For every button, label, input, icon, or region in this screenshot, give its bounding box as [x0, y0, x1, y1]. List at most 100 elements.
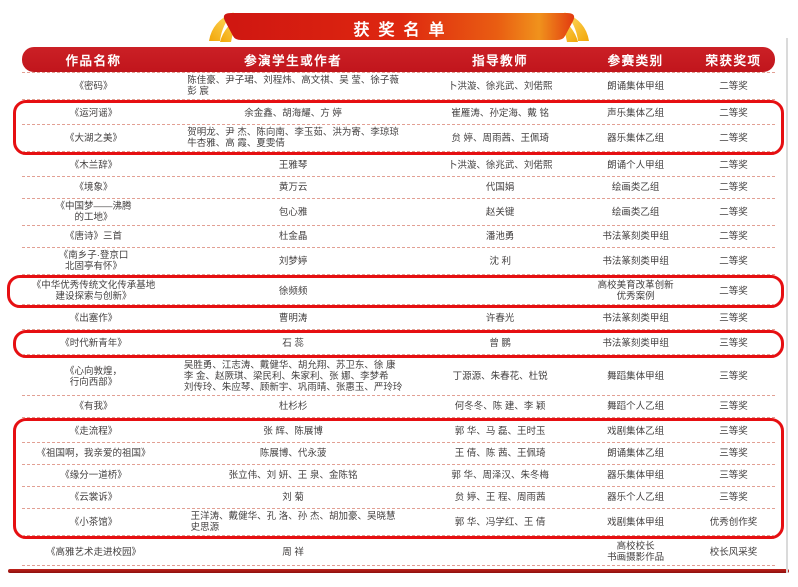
cell-students: 陈佳豪、尹子珺、刘程炜、高文祺、吴 莹、徐子薇彭 宸	[187, 75, 399, 97]
cell-teachers: 丁源源、朱春花、杜锐	[452, 371, 548, 382]
cell-title: 《云裳诉》	[69, 492, 118, 503]
cell-title: 《走流程》	[69, 426, 118, 437]
cell-teachers: 贠 婷、王 程、周雨茜	[454, 492, 546, 503]
page-right-edge	[786, 38, 788, 573]
cell-category: 书法篆刻类甲组	[602, 313, 669, 324]
cell-award: 二等奖	[719, 80, 748, 92]
cell-students: 包心雅	[278, 206, 308, 218]
table-row: 《唐诗》三首 杜金晶 潘池勇 书法篆刻类甲组 二等奖	[22, 226, 775, 248]
cell-award: 二等奖	[719, 231, 748, 242]
cell-students: 陈展博、代永菠	[259, 448, 327, 459]
table-row: 《高雅艺术走进校园》 周 祥 高校校长 书画摄影作品 校长风采奖	[22, 539, 775, 566]
cell-award: 二等奖	[719, 255, 748, 267]
cell-award: 二等奖	[719, 132, 748, 144]
cell-title: 《境象》	[74, 182, 113, 193]
cell-title: 《缘分一道桥》	[60, 470, 127, 481]
cell-award: 优秀创作奖	[709, 516, 758, 528]
table-row: 《缘分一道桥》 张立伟、刘 妍、王 泉、金陈铭 郭 华、周泽汉、朱冬梅 器乐集体甲组 三…	[22, 465, 775, 487]
cell-category: 器乐集体乙组	[607, 132, 665, 144]
cell-students: 徐频频	[278, 285, 308, 297]
bottom-rule	[8, 569, 789, 573]
cell-title: 《有我》	[74, 401, 113, 412]
cell-students: 张 辉、陈展博	[263, 426, 323, 437]
cell-award: 校长风采奖	[709, 546, 758, 558]
cell-title: 《中华优秀传统文化传承基地 建设探索与创新》	[31, 280, 156, 302]
cell-students: 杜金晶	[278, 231, 308, 242]
col-header-teachers: 指导教师	[472, 54, 529, 68]
col-header-work-title: 作品名称	[65, 54, 122, 68]
table-row: 《走流程》 张 辉、陈展博 郭 华、马 磊、王时玉 戏剧集体乙组 三等奖	[22, 421, 775, 443]
cell-students: 石 蕊	[282, 338, 304, 349]
table-row: 《密码》 陈佳豪、尹子珺、刘程炜、高文祺、吴 莹、徐子薇彭 宸 卜洪漩、徐兆武、刘偌…	[22, 73, 775, 100]
cell-award: 二等奖	[719, 182, 748, 193]
cell-title: 《中国梦——沸腾 的工地》	[55, 201, 132, 223]
cell-award: 二等奖	[719, 108, 748, 119]
ribbon-banner: 获奖名单	[207, 9, 591, 43]
highlight-box: 《中华优秀传统文化传承基地 建设探索与创新》 徐频频 高校美育改革创新 优秀案例 二等奖	[7, 275, 784, 308]
cell-award: 三等奖	[719, 401, 748, 412]
table-row: 《时代新青年》 石 蕊 曾 鹏 书法篆刻类甲组 三等奖	[22, 333, 775, 355]
cell-category: 器乐个人乙组	[607, 492, 665, 503]
cell-title: 《出塞作》	[69, 313, 118, 324]
table-row: 《境象》 黄万云 代国娟 绘画类乙组 二等奖	[22, 177, 775, 199]
cell-teachers: 沈 利	[489, 255, 511, 267]
cell-title: 《时代新青年》	[60, 338, 127, 349]
cell-category: 书法篆刻类甲组	[602, 338, 669, 349]
table-row: 《南乡子·登京口 北固亭有怀》 刘梦婷 沈 利 书法篆刻类甲组 二等奖	[22, 248, 775, 275]
cell-students: 余金鑫、胡海耀、方 婷	[244, 108, 342, 119]
cell-students: 刘梦婷	[278, 255, 308, 267]
cell-teachers: 何冬冬、陈 建、李 颖	[454, 401, 546, 412]
cell-teachers: 卜洪漩、徐兆武、刘偌熙	[447, 160, 553, 171]
cell-students: 王雅琴	[278, 160, 308, 171]
cell-category: 书法篆刻类甲组	[602, 255, 669, 267]
ribbon-banner-icon	[209, 12, 589, 42]
page-title: 获奖名单	[353, 22, 454, 39]
cell-award: 三等奖	[719, 492, 748, 503]
cell-award: 三等奖	[719, 371, 748, 382]
cell-category: 朗诵个人甲组	[607, 160, 665, 171]
cell-title: 《大湖之美》	[65, 132, 123, 144]
cell-title: 《唐诗》三首	[65, 231, 123, 242]
cell-students: 周 祥	[282, 546, 304, 558]
cell-title: 《小茶馆》	[69, 516, 118, 528]
cell-category: 朗诵集体乙组	[607, 448, 665, 459]
table-row: 《中华优秀传统文化传承基地 建设探索与创新》 徐频频 高校美育改革创新 优秀案例 二等奖	[22, 278, 775, 305]
cell-award: 三等奖	[719, 338, 748, 349]
cell-students: 曹明涛	[278, 313, 308, 324]
cell-title: 《祖国啊，我亲爱的祖国》	[36, 448, 151, 459]
col-header-award: 荣获奖项	[705, 54, 762, 68]
cell-category: 戏剧集体甲组	[607, 516, 665, 528]
cell-teachers: 贠 婷、周雨茜、王佩琦	[451, 132, 549, 144]
cell-award: 二等奖	[719, 285, 748, 297]
cell-award: 二等奖	[719, 206, 748, 218]
cell-award: 三等奖	[719, 426, 748, 437]
cell-award: 三等奖	[719, 313, 748, 324]
cell-title: 《木兰辞》	[69, 160, 118, 171]
cell-students: 吴胜勇、江志涛、戴健华、胡允翔、苏卫东、徐 康李 金、赵厥琪、梁民利、朱家利、张…	[183, 360, 403, 393]
col-header-students: 参演学生或作者	[244, 54, 343, 68]
cell-category: 舞蹈个人乙组	[607, 401, 665, 412]
table-row: 《大湖之美》 贺明龙、尹 杰、陈向南、李玉茹、洪为寄、李琼琼 牛杏雅、高 霞、夏雯倩…	[22, 125, 775, 152]
cell-category: 声乐集体乙组	[607, 108, 665, 119]
cell-award: 三等奖	[719, 448, 748, 459]
table-row: 《运河谣》 余金鑫、胡海耀、方 婷 崔雁涛、孙定海、戴 铭 声乐集体乙组 二等奖	[22, 103, 775, 125]
cell-category: 器乐集体甲组	[607, 470, 665, 481]
cell-title: 《密码》	[74, 80, 113, 92]
cell-students: 刘 菊	[282, 492, 304, 503]
cell-teachers: 郭 华、冯学红、王 倩	[454, 516, 546, 528]
cell-teachers: 曾 鹏	[489, 338, 511, 349]
highlight-box: 《运河谣》 余金鑫、胡海耀、方 婷崔雁涛、孙定海、戴 铭声乐集体乙组 二等奖 《大湖之…	[13, 100, 784, 155]
table-header: 作品名称 参演学生或作者 指导教师 参赛类别 荣获奖项	[22, 47, 775, 72]
cell-award: 三等奖	[719, 470, 748, 481]
cell-category: 绘画类乙组	[611, 182, 660, 193]
cell-students: 张立伟、刘 妍、王 泉、金陈铭	[228, 470, 358, 481]
cell-category: 朗诵集体甲组	[607, 80, 665, 92]
cell-teachers: 潘池勇	[485, 231, 515, 242]
cell-teachers: 崔雁涛、孙定海、戴 铭	[451, 108, 549, 119]
cell-category: 书法篆刻类甲组	[602, 231, 669, 242]
cell-teachers: 郭 华、马 磊、王时玉	[454, 426, 546, 437]
cell-title: 《高雅艺术走进校园》	[46, 546, 142, 558]
highlight-box: 《时代新青年》 石 蕊 曾 鹏 书法篆刻类甲组 三等奖	[13, 330, 784, 358]
cell-category: 绘画类乙组	[611, 206, 660, 218]
